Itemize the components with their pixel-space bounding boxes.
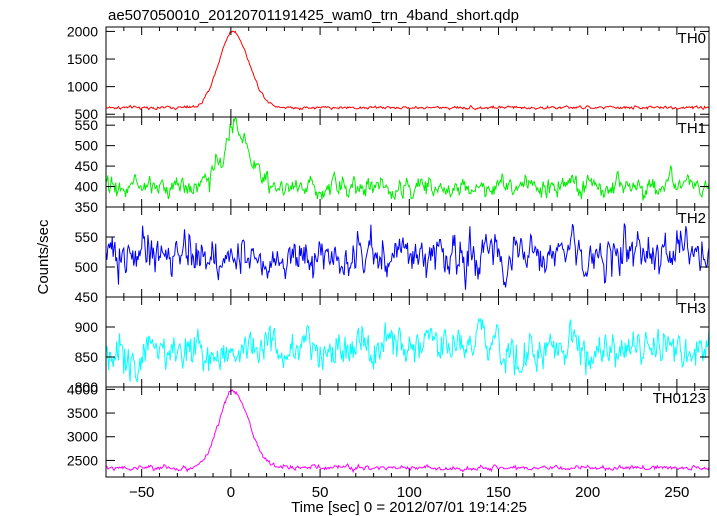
y-tick-label: 500 [75, 106, 99, 122]
y-tick-label: 450 [75, 289, 99, 305]
panel-th2: 450 500 550 TH2 [75, 206, 710, 305]
panel-frame [105, 386, 710, 478]
band-label-th3: TH3 [678, 300, 706, 317]
y-tick-label: 850 [75, 349, 99, 365]
panel-frame [105, 26, 710, 118]
y-tick-label: 4000 [67, 381, 98, 397]
panel-th0123: 2500 3000 3500 4000 TH0123 [67, 381, 710, 478]
x-tick-label: −50 [129, 484, 154, 501]
y-tick-label: 550 [75, 229, 99, 245]
x-tick-label: 150 [486, 484, 511, 501]
y-tick-label: 350 [75, 199, 99, 215]
series-line-th0123 [106, 388, 709, 474]
y-tick-label: 550 [75, 117, 99, 133]
band-label-th2: TH2 [678, 210, 706, 227]
y-axis-label: Counts/sec [35, 219, 52, 295]
panel-th1: 350 400 450 500 550 TH1 [75, 116, 710, 215]
y-tick-label: 500 [75, 138, 99, 154]
panel-th3: 800 850 900 TH3 [75, 296, 710, 395]
y-tick-label: 450 [75, 158, 99, 174]
x-tick-label: 0 [227, 484, 235, 501]
y-tick-label: 1000 [67, 79, 98, 95]
y-tick-label: 3000 [67, 429, 98, 445]
series-line-th1 [106, 117, 709, 201]
panel-th0: 500 1000 1500 2000 TH0 [67, 23, 710, 122]
x-tick-label: 50 [312, 484, 329, 501]
y-tick-label: 900 [75, 319, 99, 335]
series-line-th0 [106, 30, 709, 111]
y-tick-label: 500 [75, 259, 99, 275]
y-tick-label: 2500 [67, 452, 98, 468]
chart-title: ae507050010_20120701191425_wam0_trn_4ban… [108, 7, 519, 24]
y-tick-label: 1500 [67, 51, 98, 67]
band-label-th1: TH1 [678, 120, 706, 137]
y-tick-label: 800 [75, 379, 99, 395]
x-tick-label: 250 [664, 484, 689, 501]
x-tick-label: 100 [397, 484, 422, 501]
x-axis-label: Time [sec] 0 = 2012/07/01 19:14:25 [291, 499, 527, 516]
band-label-th0: TH0 [678, 30, 706, 47]
panel-frame [105, 116, 710, 208]
y-tick-label: 400 [75, 179, 99, 195]
y-tick-label: 3500 [67, 405, 98, 421]
series-line-th2 [106, 223, 709, 290]
x-tick-label: 200 [575, 484, 600, 501]
y-tick-label: 2000 [67, 23, 98, 39]
band-label-th0123: TH0123 [653, 390, 706, 407]
series-line-th3 [106, 317, 709, 383]
